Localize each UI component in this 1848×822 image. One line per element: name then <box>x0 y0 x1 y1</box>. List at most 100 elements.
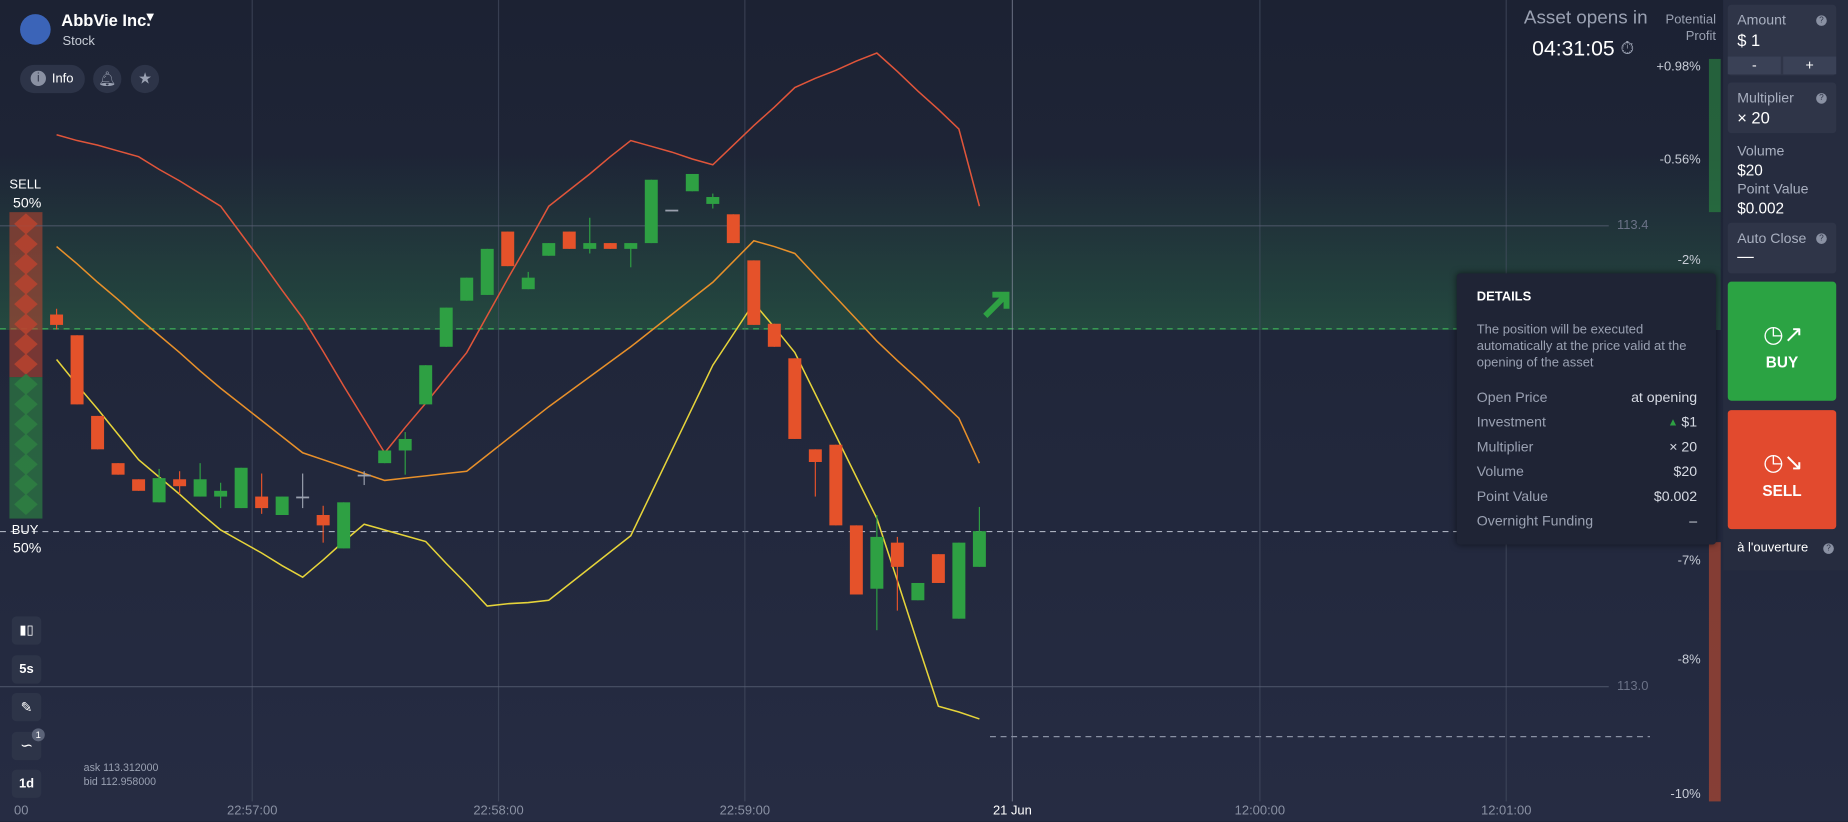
candle-body <box>911 582 925 601</box>
countdown-label: Asset opens in <box>1523 8 1648 29</box>
candle-body <box>788 358 802 439</box>
signal-diamond <box>14 213 38 235</box>
candle-body <box>501 231 515 267</box>
minus-button[interactable]: - <box>1727 56 1781 75</box>
detail-row: Volume $20 <box>1477 463 1697 480</box>
candle-body <box>583 243 597 249</box>
profit-scale-label: -0.56% <box>1660 152 1702 167</box>
details-description: The position will be executed automatica… <box>1476 322 1687 371</box>
profit-scale-negative <box>1708 542 1721 802</box>
buy-icon: ◷↗ <box>1763 321 1804 348</box>
period-button[interactable]: 1d <box>11 769 42 798</box>
x-tick-label: 21 Jun <box>993 802 1032 817</box>
detail-value: $0.002 <box>1653 487 1698 505</box>
volume-label: Volume <box>1737 142 1785 160</box>
candle-body <box>521 277 535 290</box>
details-panel: DETAILS The position will be executed au… <box>1456 273 1716 545</box>
candle-body <box>665 209 679 212</box>
candle-body <box>767 323 781 347</box>
help-icon: ? <box>1816 233 1827 244</box>
plus-button[interactable]: + <box>1783 56 1837 75</box>
indicator-line <box>56 52 981 455</box>
open-mode: à l'ouverture <box>1737 540 1809 556</box>
candle-body <box>644 179 658 244</box>
candle-body <box>132 479 146 491</box>
potential-profit-label: Potential Profit <box>1665 12 1716 44</box>
candle-body <box>542 243 556 256</box>
auto-close-box[interactable]: Auto Close? — <box>1727 222 1837 274</box>
profit-scale-positive <box>1708 58 1721 213</box>
asset-type: Stock <box>62 34 95 49</box>
info-label: Info <box>51 71 74 87</box>
signal-diamond <box>14 333 38 355</box>
countdown-time: 04:31:05 <box>1532 36 1615 61</box>
sell-label: SELL <box>9 177 42 193</box>
candle-body <box>193 479 207 497</box>
asset-logo <box>20 14 51 45</box>
candle-body <box>808 449 822 463</box>
draw-button[interactable]: ✎ <box>11 692 42 722</box>
candle-body <box>316 514 330 526</box>
auto-close-value: — <box>1737 246 1754 266</box>
profit-scale-label: -2% <box>1678 252 1702 267</box>
amount-box[interactable]: Amount? $ 1 - + <box>1727 4 1837 76</box>
indicator-count: 1 <box>31 728 45 742</box>
sell-icon: ◷↘ <box>1763 450 1804 477</box>
asset-name[interactable]: AbbVie Inc. <box>61 10 151 30</box>
candle-body <box>829 444 843 526</box>
profit-zone <box>0 153 1721 330</box>
candle-body <box>624 243 638 249</box>
multiplier-label: Multiplier <box>1737 89 1794 107</box>
buy-label: BUY <box>11 523 39 538</box>
candle-body <box>952 542 966 619</box>
x-tick-label: 12:00:00 <box>1235 802 1285 817</box>
detail-label: Multiplier <box>1476 438 1534 455</box>
timeframe-button[interactable]: 5s <box>11 655 42 684</box>
alert-button[interactable]: 🔔︎ <box>93 64 122 94</box>
candle-body <box>747 260 761 325</box>
asset-dropdown[interactable]: ▼ <box>143 10 157 25</box>
signal-diamond <box>14 433 38 455</box>
detail-label: Volume <box>1476 463 1524 480</box>
detail-label: Overnight Funding <box>1476 512 1594 530</box>
signal-diamond <box>14 373 38 395</box>
detail-label: Open Price <box>1476 388 1548 406</box>
candle-body <box>296 496 310 499</box>
candle-body <box>706 197 720 204</box>
multiplier-value: × 20 <box>1737 108 1770 128</box>
candle-body <box>152 478 166 503</box>
signal-diamond <box>14 393 38 415</box>
y-tick-label: 113.0 <box>1617 678 1648 693</box>
profit-scale-label: -10% <box>1670 786 1701 801</box>
indicator-button[interactable]: ∽ <box>11 731 42 761</box>
info-icon: i <box>30 70 46 87</box>
detail-label: Investment <box>1476 413 1546 431</box>
candle-body <box>931 554 945 583</box>
help-icon: ? <box>1816 93 1827 104</box>
signal-diamond <box>14 413 38 435</box>
candle-body <box>870 536 884 589</box>
detail-value: $1 <box>1681 413 1698 431</box>
candle-body <box>275 496 289 515</box>
auto-close-label: Auto Close <box>1737 229 1807 247</box>
candle-body <box>562 231 576 249</box>
detail-row: Multiplier × 20 <box>1477 438 1697 455</box>
candle-body <box>726 214 740 244</box>
candle-body <box>890 542 904 567</box>
candle-body <box>439 307 453 347</box>
multiplier-box[interactable]: Multiplier? × 20 <box>1727 82 1837 134</box>
candle-body <box>685 173 699 192</box>
detail-row: Open Price at opening <box>1477 389 1697 405</box>
chart-type-button[interactable]: ▮▯ <box>11 616 42 645</box>
candle-body <box>603 243 617 249</box>
info-button[interactable]: i Info <box>20 64 85 94</box>
candle-body <box>91 415 105 450</box>
candle-body <box>255 496 269 509</box>
sell-button[interactable]: ◷↘ SELL <box>1727 410 1837 530</box>
favorite-button[interactable]: ★ <box>130 64 160 94</box>
buy-button[interactable]: ◷↗ BUY <box>1727 281 1837 401</box>
up-triangle: ▲ <box>1667 416 1679 428</box>
ask-price: ask 113.312000 <box>83 761 159 774</box>
timer-icon: ⏱︎ <box>1620 38 1635 59</box>
candle-body <box>480 248 494 295</box>
